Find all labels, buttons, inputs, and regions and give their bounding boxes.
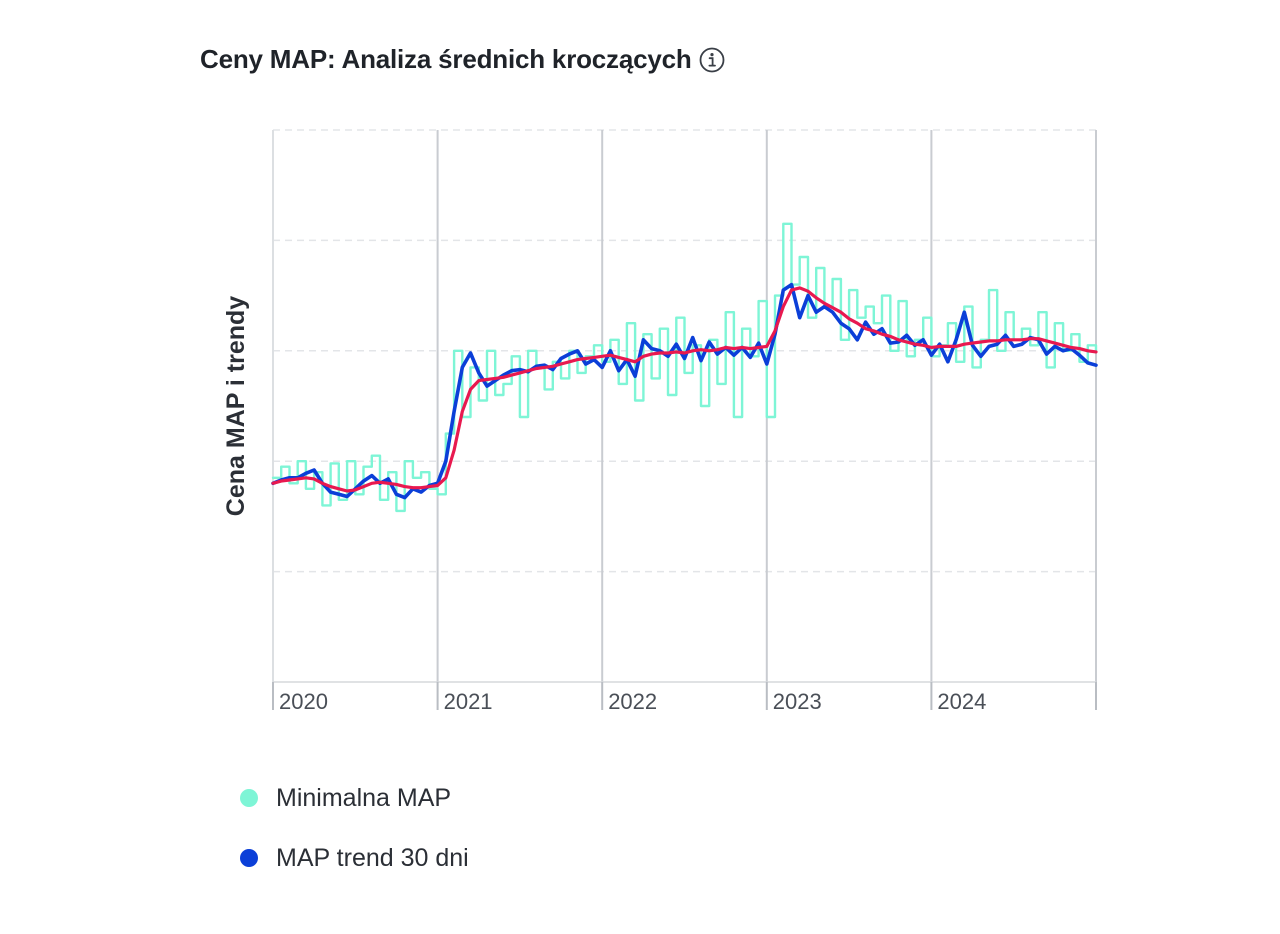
chart-title: Ceny MAP: Analiza średnich kroczących: [200, 44, 692, 74]
series-layer: [271, 222, 1098, 513]
x-tick-label: 2020: [279, 689, 328, 714]
chart-header: Ceny MAP: Analiza średnich kroczących: [200, 44, 726, 75]
legend-item-min-map[interactable]: Minimalna MAP: [240, 780, 469, 816]
series-line-trend-long: [271, 286, 1098, 493]
legend-label: MAP trend 30 dni: [276, 843, 469, 872]
legend-dot-trend-30: [240, 849, 258, 867]
x-tick-label: 2022: [608, 689, 657, 714]
info-circle-icon[interactable]: [698, 46, 726, 74]
y-axis-label: Cena MAP i trendy: [222, 296, 250, 517]
grid: [272, 129, 1097, 682]
legend-label: Minimalna MAP: [276, 783, 452, 812]
x-tick-label: 2021: [444, 689, 493, 714]
series-line-trend30: [271, 282, 1098, 500]
x-tick-label: 2023: [773, 689, 822, 714]
legend: Minimalna MAP MAP trend 30 dni: [240, 780, 469, 900]
series-line-min-map: [271, 222, 1098, 513]
legend-item-trend-30[interactable]: MAP trend 30 dni: [240, 840, 469, 876]
x-axis: 2020 2021 2022 2023 2024: [272, 681, 1097, 714]
legend-dot-min-map: [240, 789, 258, 807]
x-tick-label: 2024: [937, 689, 986, 714]
